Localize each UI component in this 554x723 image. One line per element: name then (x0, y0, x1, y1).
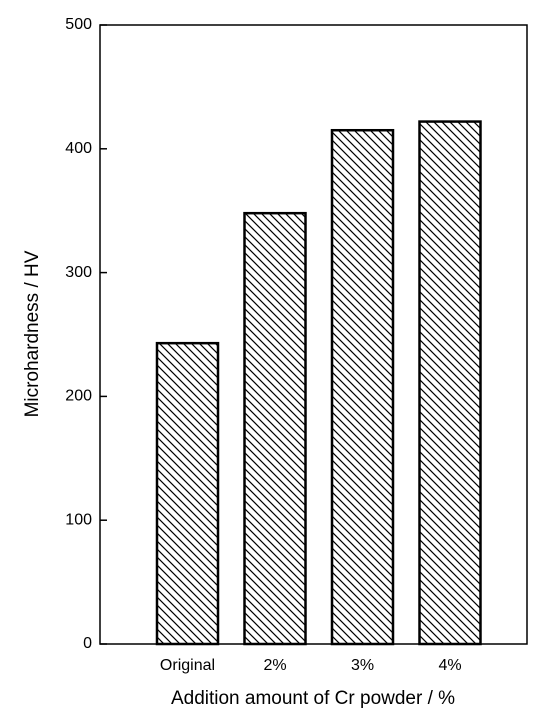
bar (418, 120, 482, 646)
y-axis-label: Microhardness / HV (22, 250, 43, 417)
y-tick-label: 0 (83, 635, 92, 652)
x-tick-label: 4% (438, 657, 461, 674)
x-tick-label: Original (160, 657, 215, 674)
plot-frame (99, 24, 528, 645)
bar (243, 211, 307, 646)
y-tick-label: 200 (65, 388, 92, 405)
x-tick-label: 3% (351, 657, 374, 674)
x-axis-label: Addition amount of Cr powder / % (171, 688, 455, 709)
x-tick-label: 2% (263, 657, 286, 674)
bar (330, 128, 395, 646)
bar (155, 341, 220, 646)
y-tick-label: 100 (65, 511, 92, 528)
y-tick-label: 300 (65, 264, 92, 281)
y-tick-label: 500 (65, 16, 92, 33)
y-tick-label: 400 (65, 140, 92, 157)
